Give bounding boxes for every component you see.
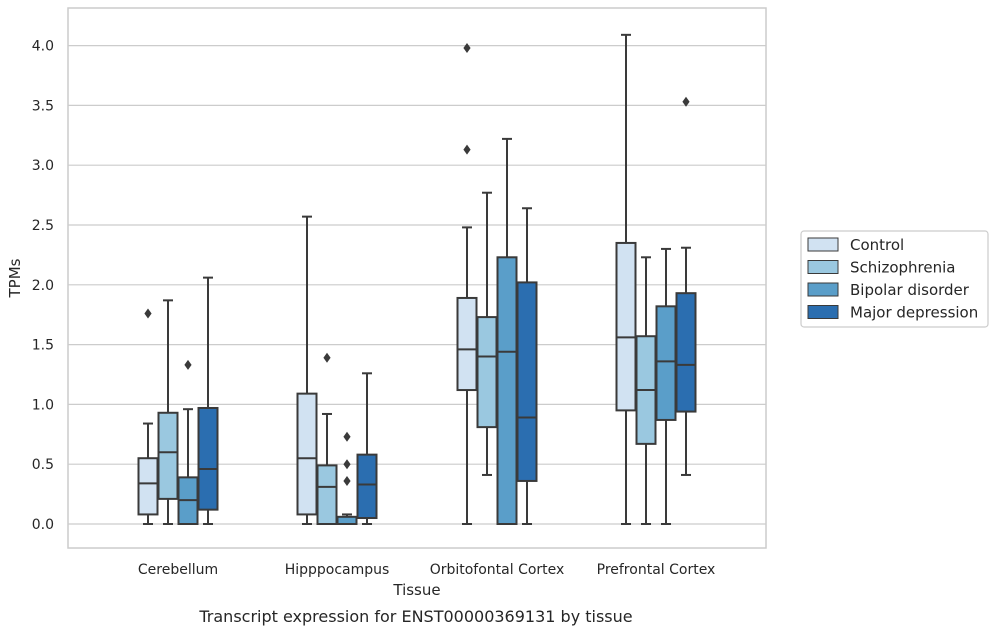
plot-frame <box>67 7 767 549</box>
box-schizophrenia-0 <box>157 299 179 525</box>
box-body <box>157 411 179 500</box>
box-control-2 <box>456 42 478 525</box>
x-tick-label: Prefrontal Cortex <box>597 562 716 578</box>
x-tick-label: Orbitofontal Cortex <box>430 562 565 578</box>
box-groups <box>137 33 697 525</box>
outlier-point <box>463 144 471 155</box>
box-bipolar-disorder-3 <box>655 247 677 525</box>
y-tick-label: 1.0 <box>32 397 54 413</box>
legend-swatch <box>807 305 839 319</box>
legend-swatch <box>807 282 839 297</box>
box-body <box>615 241 637 412</box>
box-control-3 <box>615 33 637 525</box>
box-control-1 <box>296 215 318 525</box>
y-tick-label: 2.0 <box>32 278 54 294</box>
x-axis-label: Tissue <box>392 581 440 599</box>
box-schizophrenia-2 <box>476 191 498 476</box>
box-body <box>675 292 697 413</box>
outlier-point <box>343 459 351 470</box>
box-bipolar-disorder-2 <box>496 137 518 525</box>
legend-swatch <box>807 260 839 274</box>
box-major-depression-2 <box>516 207 538 525</box>
legend-label: Control <box>850 236 904 254</box>
outlier-point <box>184 359 192 370</box>
y-tick-label: 4.0 <box>32 39 54 55</box>
legend-frame <box>800 230 989 328</box>
legend-label: Major depression <box>850 304 978 322</box>
y-tick-label: 2.5 <box>32 218 54 234</box>
box-body <box>296 392 318 516</box>
box-bipolar-disorder-0 <box>177 359 199 525</box>
y-axis-label: TPMs <box>6 258 24 298</box>
y-tick-label: 1.5 <box>32 338 54 354</box>
x-tick-label: Cerebellum <box>138 562 218 578</box>
outlier-point <box>323 352 331 363</box>
outlier-point <box>343 431 351 442</box>
y-tick-label: 0.5 <box>32 457 54 473</box>
box-body <box>336 515 358 525</box>
box-schizophrenia-1 <box>316 352 338 525</box>
box-body <box>516 281 538 482</box>
y-tick-label: 3.5 <box>32 98 54 114</box>
outlier-point <box>343 475 351 486</box>
box-body <box>197 406 219 511</box>
x-tick-labels: Cerebellum Hipppocampus Orbitofontal Corte… <box>138 562 715 578</box>
y-tick-labels: 0.0 0.5 1.0 1.5 2.0 2.5 3.0 3.5 4.0 <box>32 39 54 533</box>
outlier-point <box>463 42 471 53</box>
x-tick-label: Hipppocampus <box>285 562 390 578</box>
box-control-0 <box>137 308 159 525</box>
gridlines <box>68 44 766 525</box>
legend-swatch <box>807 237 839 252</box>
box-major-depression-3 <box>675 96 697 476</box>
legend-label: Schizophrenia <box>850 259 955 277</box>
y-tick-label: 0.0 <box>32 517 54 533</box>
box-schizophrenia-3 <box>635 256 657 525</box>
box-major-depression-0 <box>197 276 219 525</box>
box-body <box>316 464 338 525</box>
box-body <box>137 457 159 516</box>
outlier-point <box>682 96 690 107</box>
box-body <box>496 256 518 525</box>
box-major-depression-1 <box>356 372 378 525</box>
box-body <box>655 305 677 421</box>
figure-caption: Transcript expression for ENST0000036913… <box>198 607 632 626</box>
y-tick-label: 3.0 <box>32 158 54 174</box>
legend: Control Schizophrenia Bipolar disorder Majo… <box>800 230 989 328</box>
box-body <box>356 453 378 520</box>
box-body <box>456 296 478 392</box>
box-body <box>476 316 498 429</box>
box-bipolar-disorder-1 <box>336 431 358 525</box>
outlier-point <box>144 308 152 319</box>
legend-label: Bipolar disorder <box>850 281 970 299</box>
